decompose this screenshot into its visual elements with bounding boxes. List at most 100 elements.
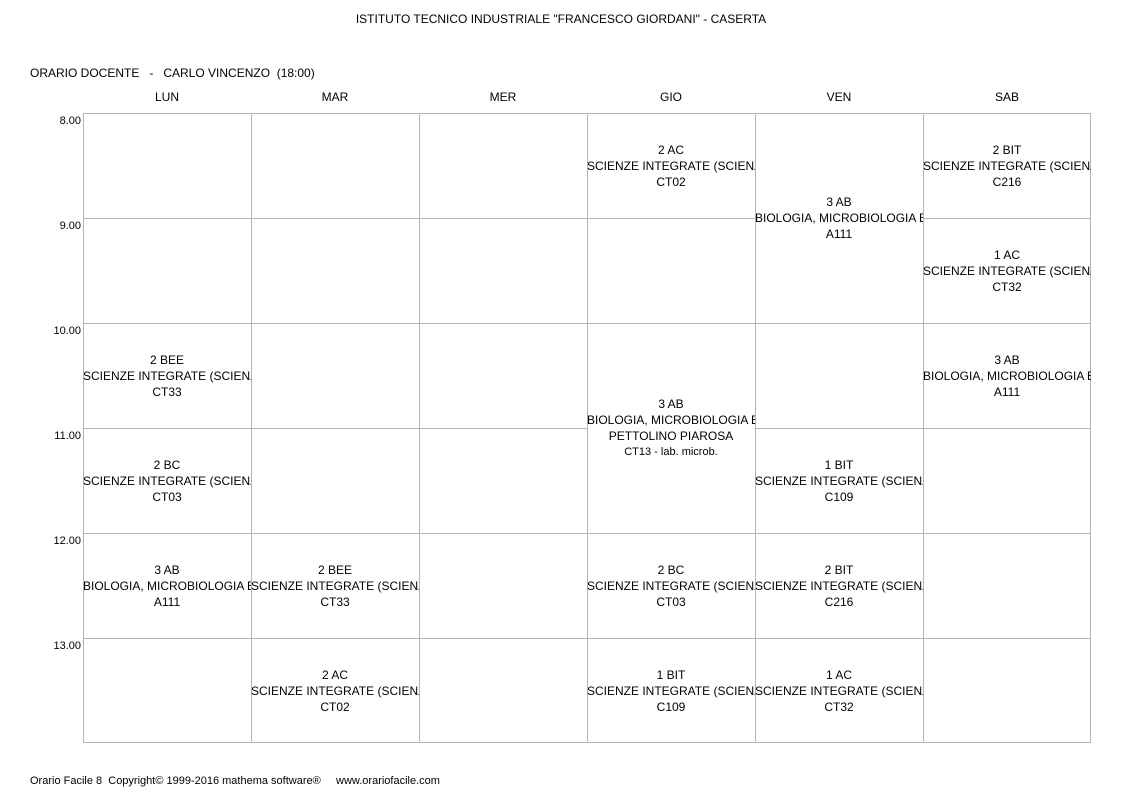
- lesson-subject: SCIENZE INTEGRATE (SCIENZE: [923, 264, 1091, 278]
- time-label: 8.00: [59, 115, 81, 127]
- lesson-class: 2 BIT: [992, 143, 1022, 157]
- grid-row-divider: [755, 428, 923, 429]
- lesson-class: 2 BC: [657, 563, 685, 577]
- lesson-room: A111: [153, 595, 181, 609]
- lesson-room: CT03: [656, 595, 686, 609]
- lesson-cell: 2 BC SCIENZE INTEGRATE (SCIENZE CT03: [83, 457, 251, 505]
- lesson-subject: SCIENZE INTEGRATE (SCIENZE: [755, 684, 923, 698]
- lesson-cell: 1 AC SCIENZE INTEGRATE (SCIENZE CT32: [923, 247, 1091, 295]
- lesson-subject: SCIENZE INTEGRATE (SCIENZE: [587, 159, 755, 173]
- lesson-subject: BIOLOGIA, MICROBIOLOGIA E T: [755, 211, 923, 225]
- grid-row-divider: [251, 218, 419, 219]
- grid-row-divider: [83, 323, 251, 324]
- lesson-class: 2 BC: [153, 458, 181, 472]
- lesson-room: CT03: [152, 490, 182, 504]
- lesson-class: 3 AB: [658, 397, 684, 411]
- grid-row-divider: [923, 218, 1091, 219]
- grid-row-divider: [587, 533, 755, 534]
- lesson-class: 1 BIT: [656, 668, 686, 682]
- lesson-room: CT02: [656, 175, 686, 189]
- lesson-class: 2 BEE: [317, 563, 353, 577]
- lesson-subject: SCIENZE INTEGRATE (SCIENZE: [251, 579, 419, 593]
- grid-row-divider: [251, 638, 419, 639]
- lesson-cell: 2 BC SCIENZE INTEGRATE (SCIENZE CT03: [587, 562, 755, 610]
- lesson-subject: SCIENZE INTEGRATE (SCIENZE: [587, 684, 755, 698]
- grid-row-divider: [83, 533, 251, 534]
- grid-row-divider: [251, 428, 419, 429]
- lesson-subject: SCIENZE INTEGRATE (SCIENZE: [251, 684, 419, 698]
- grid-row-divider: [923, 428, 1091, 429]
- lesson-subject: BIOLOGIA, MICROBIOLOGIA E T: [83, 579, 251, 593]
- lesson-class: 2 AC: [321, 668, 348, 682]
- lesson-class: 2 AC: [657, 143, 684, 157]
- time-label: 13.00: [53, 640, 81, 652]
- lesson-cell: 2 AC SCIENZE INTEGRATE (SCIENZE CT02: [251, 667, 419, 715]
- lesson-room: C216: [992, 175, 1022, 189]
- grid-row-divider: [419, 533, 587, 534]
- lesson-cell: 3 AB BIOLOGIA, MICROBIOLOGIA E T A111: [923, 352, 1091, 400]
- time-label: 9.00: [59, 220, 81, 232]
- lesson-subject: SCIENZE INTEGRATE (SCIENZE: [587, 579, 755, 593]
- grid-row-divider: [83, 638, 251, 639]
- lesson-teacher: PETTOLINO PIAROSA: [608, 429, 734, 443]
- grid-row-divider: [923, 533, 1091, 534]
- lesson-room: CT33: [152, 385, 182, 399]
- time-label: 10.00: [53, 325, 81, 337]
- lesson-subject: SCIENZE INTEGRATE (SCIENZE: [83, 474, 251, 488]
- lesson-cell: 2 BEE SCIENZE INTEGRATE (SCIENZE CT33: [251, 562, 419, 610]
- lesson-cell: 1 BIT SCIENZE INTEGRATE (SCIENZE C109: [587, 667, 755, 715]
- grid-row-divider: [587, 638, 755, 639]
- lesson-room: CT13 - lab. microb.: [624, 446, 718, 458]
- day-header-ven: VEN: [826, 90, 852, 104]
- lesson-room: CT02: [320, 700, 350, 714]
- grid-row-divider: [755, 638, 923, 639]
- lesson-room: C216: [824, 595, 854, 609]
- lesson-class: 1 AC: [825, 668, 852, 682]
- lesson-cell: 1 AC SCIENZE INTEGRATE (SCIENZE CT32: [755, 667, 923, 715]
- lesson-subject: SCIENZE INTEGRATE (SCIENZE: [755, 474, 923, 488]
- lesson-subject: BIOLOGIA, MICROBIOLOGIA E T: [587, 413, 755, 427]
- grid-row-divider: [83, 428, 251, 429]
- lesson-room: CT33: [320, 595, 350, 609]
- lesson-room: A111: [825, 227, 853, 241]
- lesson-room: A111: [993, 385, 1021, 399]
- grid-row-divider: [755, 323, 923, 324]
- grid-row-divider: [923, 323, 1091, 324]
- day-header-mer: MER: [489, 90, 517, 104]
- teacher-schedule-title: ORARIO DOCENTE - CARLO VINCENZO (18:00): [30, 66, 315, 80]
- lesson-class: 3 AB: [154, 563, 180, 577]
- lesson-cell: 1 BIT SCIENZE INTEGRATE (SCIENZE C109: [755, 457, 923, 505]
- lesson-class: 1 BIT: [824, 458, 854, 472]
- grid-row-divider: [251, 533, 419, 534]
- grid-row-divider: [923, 638, 1091, 639]
- day-header-gio: GIO: [659, 90, 682, 104]
- grid-row-divider: [419, 638, 587, 639]
- day-header-lun: LUN: [154, 90, 179, 104]
- grid-row-divider: [755, 533, 923, 534]
- lesson-subject: BIOLOGIA, MICROBIOLOGIA E T: [923, 369, 1091, 383]
- lesson-class: 3 AB: [994, 353, 1020, 367]
- lesson-class: 2 BEE: [149, 353, 185, 367]
- grid-row-divider: [83, 218, 251, 219]
- day-header-sab: SAB: [994, 90, 1019, 104]
- lesson-cell: 3 AB BIOLOGIA, MICROBIOLOGIA E T A111: [83, 562, 251, 610]
- grid-row-divider: [251, 323, 419, 324]
- lesson-cell: 2 BIT SCIENZE INTEGRATE (SCIENZE C216: [923, 142, 1091, 190]
- lesson-room: C109: [656, 700, 686, 714]
- lesson-room: C109: [824, 490, 854, 504]
- lesson-class: 1 AC: [993, 248, 1020, 262]
- lesson-room: CT32: [992, 280, 1022, 294]
- lesson-cell: 2 AC SCIENZE INTEGRATE (SCIENZE CT02: [587, 142, 755, 190]
- lesson-class: 2 BIT: [824, 563, 854, 577]
- grid-row-divider: [419, 428, 587, 429]
- grid-row-divider: [587, 218, 755, 219]
- lesson-subject: SCIENZE INTEGRATE (SCIENZE: [923, 159, 1091, 173]
- grid-column-divider: [587, 113, 588, 743]
- lesson-subject: SCIENZE INTEGRATE (SCIENZE: [83, 369, 251, 383]
- lesson-cell: 2 BIT SCIENZE INTEGRATE (SCIENZE C216: [755, 562, 923, 610]
- footer-copyright: Orario Facile 8 Copyright© 1999-2016 mat…: [30, 775, 440, 787]
- lesson-cell: 3 AB BIOLOGIA, MICROBIOLOGIA E T A111: [755, 194, 923, 242]
- lesson-cell: 2 BEE SCIENZE INTEGRATE (SCIENZE CT33: [83, 352, 251, 400]
- time-label: 11.00: [54, 430, 81, 442]
- grid-row-divider: [587, 323, 755, 324]
